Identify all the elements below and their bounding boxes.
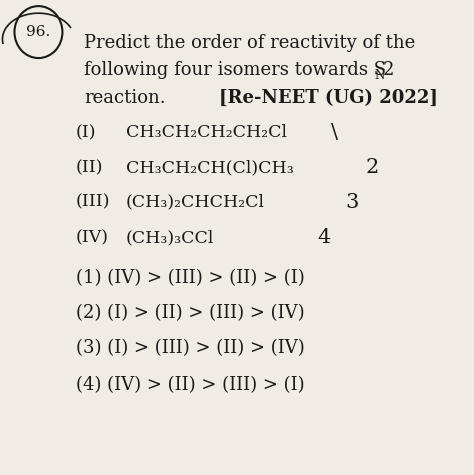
- Text: 2: 2: [365, 158, 379, 177]
- Text: (4) (IV) > (II) > (III) > (I): (4) (IV) > (II) > (III) > (I): [75, 376, 304, 394]
- Text: 96.: 96.: [27, 25, 51, 39]
- Text: 2: 2: [383, 61, 394, 79]
- Text: (CH₃)₂CHCH₂Cl: (CH₃)₂CHCH₂Cl: [126, 194, 264, 210]
- Text: (CH₃)₃CCl: (CH₃)₃CCl: [126, 229, 214, 246]
- Text: (I): (I): [75, 124, 96, 141]
- Text: (3) (I) > (III) > (II) > (IV): (3) (I) > (III) > (II) > (IV): [75, 340, 304, 358]
- Text: \: \: [330, 123, 337, 142]
- Text: (1) (IV) > (III) > (II) > (I): (1) (IV) > (III) > (II) > (I): [75, 269, 304, 286]
- Text: CH₃CH₂CH₂CH₂Cl: CH₃CH₂CH₂CH₂Cl: [126, 124, 287, 141]
- Text: (II): (II): [75, 159, 103, 176]
- Text: CH₃CH₂CH(Cl)CH₃: CH₃CH₂CH(Cl)CH₃: [126, 159, 293, 176]
- Text: Predict the order of reactivity of the: Predict the order of reactivity of the: [84, 34, 416, 52]
- Text: (III): (III): [75, 194, 110, 210]
- Text: 4: 4: [318, 228, 331, 247]
- Text: [Re-NEET (UG) 2022]: [Re-NEET (UG) 2022]: [219, 89, 438, 107]
- Text: (2) (I) > (II) > (III) > (IV): (2) (I) > (II) > (III) > (IV): [75, 304, 304, 322]
- Text: reaction.: reaction.: [84, 89, 166, 107]
- Text: N: N: [374, 69, 385, 82]
- Text: 3: 3: [346, 192, 359, 211]
- Text: (IV): (IV): [75, 229, 109, 246]
- Text: following four isomers towards S: following four isomers towards S: [84, 61, 386, 79]
